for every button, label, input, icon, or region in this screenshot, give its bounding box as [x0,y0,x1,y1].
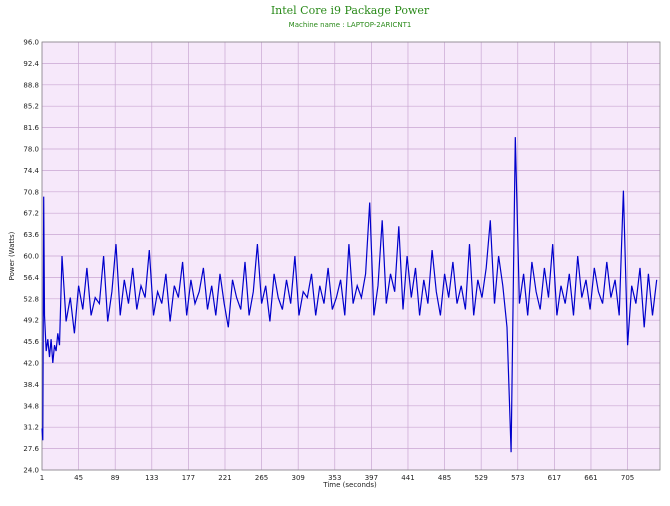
y-tick-label: 34.8 [23,402,39,410]
x-tick-label: 1 [40,474,44,482]
x-tick-label: 617 [548,474,561,482]
x-axis-label: Time (seconds) [322,481,377,489]
y-tick-label: 81.6 [23,124,39,132]
y-tick-label: 49.2 [23,317,39,325]
x-tick-label: 661 [584,474,597,482]
y-tick-label: 42.0 [23,360,39,368]
x-tick-label: 485 [438,474,451,482]
y-tick-label: 63.6 [23,231,39,239]
y-tick-label: 24.0 [23,467,39,475]
y-tick-label: 96.0 [23,39,39,47]
y-tick-label: 88.8 [23,81,39,89]
y-tick-label: 52.8 [23,295,39,303]
plot-frame [41,41,661,471]
x-tick-label: 441 [401,474,414,482]
y-tick-label: 92.4 [23,60,39,68]
y-tick-label: 74.4 [23,167,39,175]
x-tick-label: 529 [474,474,487,482]
x-tick-label: 221 [218,474,231,482]
data-line [41,137,658,453]
y-axis-label: Power (Watts) [8,231,16,280]
x-tick-label: 89 [111,474,120,482]
x-tick-label: 705 [621,474,634,482]
y-tick-label: 31.2 [23,424,39,432]
y-tick-label: 38.4 [23,381,39,389]
y-tick-label: 85.2 [23,103,39,111]
y-tick-label: 56.4 [23,274,39,282]
x-tick-label: 353 [328,474,341,482]
chart-title: Intel Core i9 Package Power [271,4,430,17]
y-tick-label: 60.0 [23,253,39,261]
y-tick-label: 67.2 [23,210,39,218]
y-tick-label: 78.0 [23,146,39,154]
x-tick-label: 309 [291,474,304,482]
x-tick-label: 45 [74,474,83,482]
x-tick-label: 133 [145,474,158,482]
x-tick-label: 177 [182,474,195,482]
y-tick-label: 27.6 [23,445,39,453]
y-tick-label: 45.6 [23,338,39,346]
y-tick-label: 70.8 [23,188,39,196]
chart-subtitle: Machine name : LAPTOP-2ARICNT1 [289,21,412,29]
x-tick-label: 397 [365,474,378,482]
x-tick-label: 265 [255,474,268,482]
x-tick-label: 573 [511,474,524,482]
